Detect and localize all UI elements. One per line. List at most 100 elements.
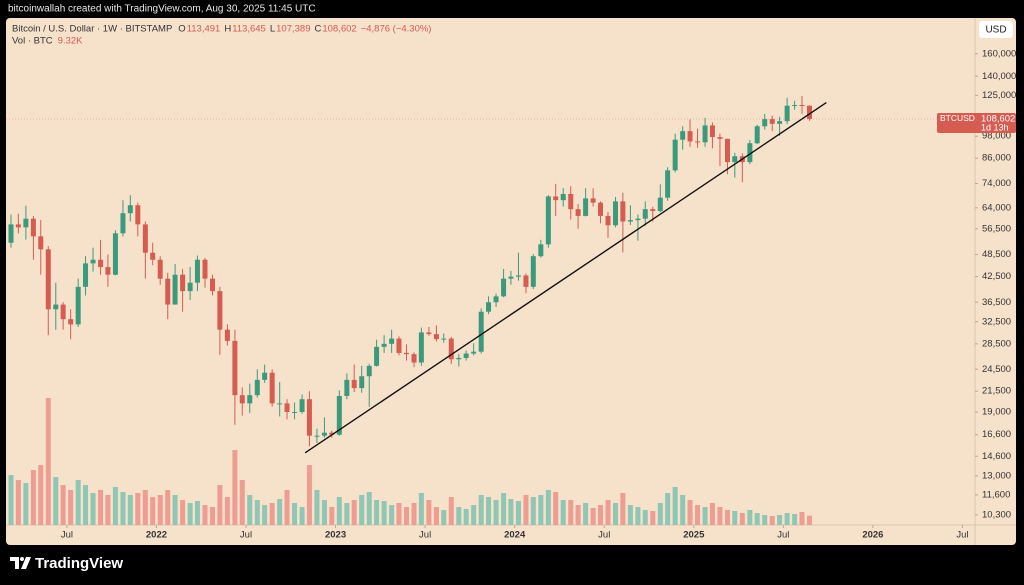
logo-icon[interactable] xyxy=(10,557,31,569)
legend-value: 113,491 xyxy=(187,24,221,35)
price-label-countdown: 1d 13h xyxy=(981,122,1009,132)
y-tick-label: 42,500 xyxy=(982,271,1011,282)
volume-bar xyxy=(157,495,163,525)
volume-bar xyxy=(583,503,589,525)
header: bitcoinwallah created with TradingView.c… xyxy=(8,4,316,15)
candle-body xyxy=(165,278,171,305)
volume-bar xyxy=(45,398,51,525)
y-tick-label: 32,500 xyxy=(982,316,1011,327)
volume-bar xyxy=(247,495,253,525)
logo-dot[interactable] xyxy=(20,557,24,561)
volume-bar xyxy=(194,501,200,525)
candle-body xyxy=(157,259,163,279)
volume-bar xyxy=(180,500,186,525)
volume-bar xyxy=(120,492,126,525)
candle-body xyxy=(657,197,663,212)
volume-bar xyxy=(403,507,409,525)
price-label-box xyxy=(937,112,1016,133)
price-label-symbol: BTCUSD xyxy=(940,113,975,123)
volume-bar xyxy=(142,490,148,525)
candle-body xyxy=(210,278,216,292)
y-tick-label: 10,300 xyxy=(982,509,1011,520)
candle-body xyxy=(501,278,507,297)
candle-body xyxy=(486,302,492,312)
x-tick-label: 2022 xyxy=(146,530,167,541)
volume-bar xyxy=(732,511,738,525)
volume-bar xyxy=(98,490,104,525)
legend-key: C xyxy=(314,24,321,35)
candle-body xyxy=(239,395,245,404)
volume-bar xyxy=(314,490,320,525)
volume-bar xyxy=(396,503,402,525)
candle-body xyxy=(366,365,372,377)
volume-bar xyxy=(538,495,544,525)
volume-bar xyxy=(530,497,536,525)
x-tick-label: 2025 xyxy=(683,530,705,541)
volume-bar xyxy=(560,500,566,525)
legend-value: 107,389 xyxy=(276,24,310,35)
candle-body xyxy=(292,411,298,413)
candle-body xyxy=(381,343,387,347)
candle-body xyxy=(202,259,208,279)
candle-body xyxy=(523,275,529,287)
candle-body xyxy=(545,196,551,245)
x-tick-label: Jul xyxy=(240,530,252,541)
candle-body xyxy=(127,205,133,214)
volume-bar xyxy=(478,495,484,525)
volume-bar xyxy=(224,497,230,525)
volume-bar xyxy=(217,485,223,525)
volume-bar xyxy=(329,507,335,525)
volume-bar xyxy=(806,515,812,525)
volume-bar xyxy=(777,515,783,525)
volume-bar xyxy=(284,490,290,525)
volume-bar xyxy=(784,513,790,525)
candle-body xyxy=(105,267,111,275)
y-tick-label: 28,500 xyxy=(982,338,1011,349)
volume-bar xyxy=(553,492,559,525)
candle-body xyxy=(568,193,574,210)
candle-body xyxy=(15,224,21,228)
candle-body xyxy=(321,432,327,436)
logo[interactable]: TradingView xyxy=(10,555,123,572)
candle-body xyxy=(217,291,223,330)
volume-bar xyxy=(762,515,768,525)
volume-bar xyxy=(627,505,633,525)
candle-body xyxy=(590,198,596,203)
volume-bar xyxy=(60,485,66,525)
y-tick-label: 11,600 xyxy=(982,489,1010,500)
currency-button[interactable] xyxy=(979,21,1013,38)
volume-bar xyxy=(351,500,357,525)
candle-body xyxy=(665,170,671,198)
volume-bar xyxy=(672,487,678,525)
plot xyxy=(8,95,827,525)
logo-text[interactable]: TradingView xyxy=(35,555,123,572)
candle-body xyxy=(717,137,723,139)
legend-key: L xyxy=(270,24,275,35)
candle-body xyxy=(299,399,305,412)
candle-body xyxy=(575,209,581,216)
candle-body xyxy=(135,205,141,225)
currency-label[interactable]: USD xyxy=(985,25,1006,36)
volume-bar xyxy=(389,505,395,525)
y-tick-label: 19,000 xyxy=(982,407,1011,418)
y-tick-label: 86,000 xyxy=(982,153,1011,164)
candle-body xyxy=(784,105,790,122)
candle-body xyxy=(441,338,447,340)
volume-bar xyxy=(359,495,365,525)
volume-bar xyxy=(508,499,514,525)
volume-bar xyxy=(657,503,663,525)
volume-bar xyxy=(135,493,141,525)
candle-body xyxy=(284,403,290,412)
volume-bar xyxy=(635,507,641,525)
volume-bar xyxy=(486,497,492,525)
candle-body xyxy=(329,432,335,435)
volume-bar xyxy=(493,500,499,525)
legend-volume-name: Vol · BTC xyxy=(12,36,53,47)
candle-body xyxy=(172,274,178,305)
candle-body xyxy=(478,311,484,352)
trendline xyxy=(304,102,827,454)
candle-body xyxy=(806,105,812,119)
volume-bar xyxy=(590,508,596,525)
candle-body xyxy=(672,139,678,171)
volume-bar xyxy=(605,500,611,525)
